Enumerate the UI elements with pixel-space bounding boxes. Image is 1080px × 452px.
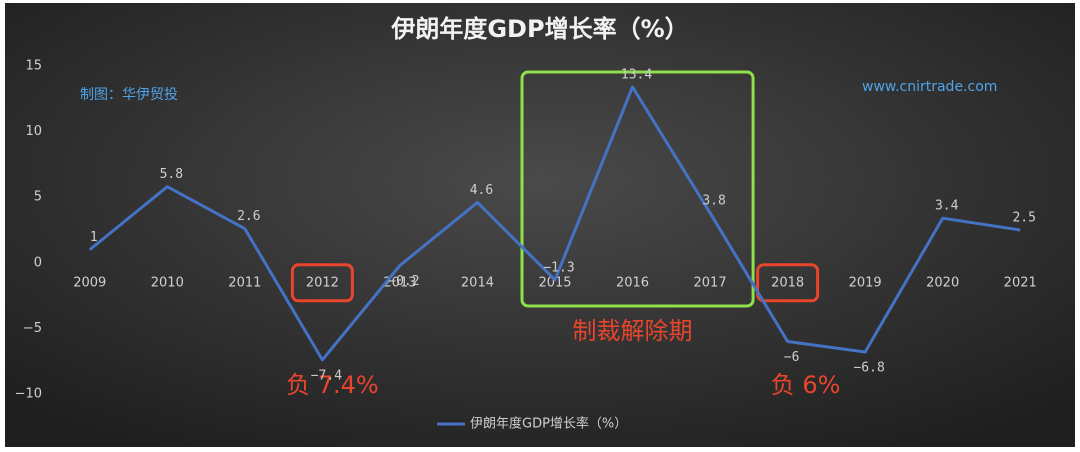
background xyxy=(5,3,1075,447)
y-tick-label: −10 xyxy=(15,387,42,402)
data-label: −6 xyxy=(784,350,800,365)
data-label: −7.4 xyxy=(311,368,342,383)
annotation: 负 6% xyxy=(771,371,841,399)
data-label: 13.4 xyxy=(621,67,652,82)
x-tick-label: 2021 xyxy=(1004,275,1037,290)
annotation: 制裁解除期 xyxy=(573,317,693,345)
y-tick-label: 15 xyxy=(25,59,42,74)
data-label: −0.2 xyxy=(388,274,419,289)
data-label: 5.8 xyxy=(160,167,183,182)
x-tick-label: 2009 xyxy=(73,275,106,290)
x-tick-label: 2020 xyxy=(926,275,959,290)
highlight-box xyxy=(290,263,354,303)
data-label: 2.5 xyxy=(1012,211,1035,226)
data-label: 3.4 xyxy=(935,199,959,214)
y-tick-label: 0 xyxy=(34,255,42,270)
y-tick-label: 10 xyxy=(25,124,42,139)
chart-title: 伊朗年度GDP增长率（%） xyxy=(390,15,688,43)
x-tick-label: 2018 xyxy=(771,275,804,290)
x-tick-label: 2012 xyxy=(306,275,339,290)
y-tick-label: 5 xyxy=(34,190,42,205)
x-tick-label: 2016 xyxy=(616,275,649,290)
y-tick-label: −5 xyxy=(23,321,42,336)
data-label: −1.3 xyxy=(543,260,574,275)
x-tick-label: 2017 xyxy=(694,275,727,290)
sanction-period-box xyxy=(520,70,755,308)
highlight-box xyxy=(756,263,820,303)
data-label: 4.6 xyxy=(470,183,493,198)
website: www.cnirtrade.com xyxy=(862,79,997,95)
credit: 制图：华伊贸投 xyxy=(80,87,178,103)
line xyxy=(88,85,1021,362)
data-label: 1 xyxy=(90,230,98,245)
x-tick-label: 2019 xyxy=(849,275,882,290)
data-label: −6.8 xyxy=(853,361,884,376)
data-label: 3.8 xyxy=(702,193,725,208)
x-tick-label: 2014 xyxy=(461,275,494,290)
x-tick-label: 2011 xyxy=(228,275,261,290)
legend-label: 伊朗年度GDP增长率（%） xyxy=(470,416,627,432)
x-tick-label: 2015 xyxy=(538,275,571,290)
data-label: 2.6 xyxy=(237,209,260,224)
x-tick-label: 2013 xyxy=(383,275,416,290)
annotation: 负 7.4% xyxy=(286,371,379,399)
x-tick-label: 2010 xyxy=(151,275,184,290)
